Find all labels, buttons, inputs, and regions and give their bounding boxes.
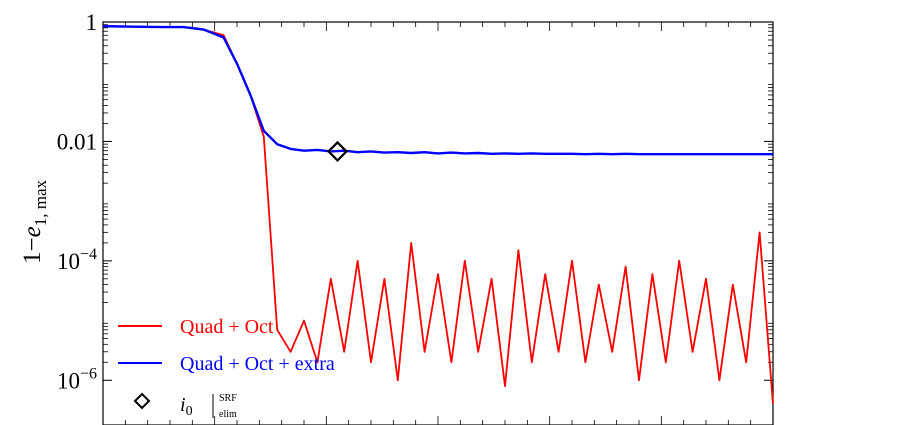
- legend-label-quad-oct-extra: Quad + Oct + extra: [180, 353, 335, 375]
- legend-marker-var: i: [180, 394, 186, 416]
- legend-marker-sub2: elim: [219, 409, 237, 420]
- series-layer: [102, 25, 774, 405]
- y-axis-label-sub: 1, max: [31, 180, 50, 227]
- y-axis-label-var: e: [19, 226, 46, 237]
- y-tick-label: 10−4: [57, 246, 97, 274]
- legend: Quad + Oct Quad + Oct + extra i0 SRF eli…: [118, 316, 335, 420]
- svg-text:1−e1, max: 1−e1, max: [19, 180, 50, 264]
- series-line-quad-oct: [102, 25, 774, 405]
- y-axis-label: 1−e1, max: [19, 180, 50, 264]
- diamond-marker: [326, 140, 349, 162]
- legend-label-quad-oct: Quad + Oct: [180, 316, 274, 338]
- x-ticks: [102, 22, 774, 425]
- legend-marker-sup: SRF: [219, 393, 237, 404]
- y-tick-label: 1: [86, 10, 98, 35]
- y-tick-label: 10−6: [57, 365, 97, 393]
- legend-label-marker: i0: [180, 394, 193, 419]
- series-line-quad-oct-extra: [102, 25, 773, 156]
- legend-diamond-marker-icon: [133, 392, 151, 410]
- y-axis-label-base: 1−: [19, 237, 46, 264]
- y-tick-label: 0.01: [57, 129, 97, 154]
- y-ticks: 1 0.01 10−4 10−6: [57, 10, 773, 393]
- legend-marker-sub: 0: [186, 404, 193, 419]
